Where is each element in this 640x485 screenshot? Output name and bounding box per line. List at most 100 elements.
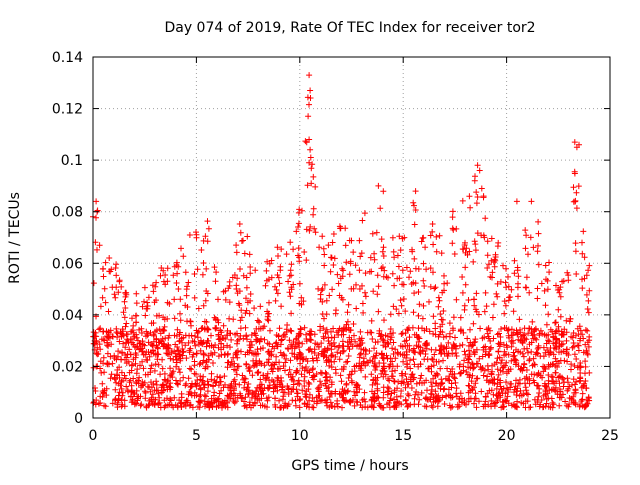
data-point <box>371 390 378 397</box>
data-point <box>487 378 494 385</box>
data-point <box>389 270 396 277</box>
data-point <box>229 274 236 281</box>
data-point <box>180 253 187 260</box>
data-point <box>241 250 248 257</box>
data-point <box>276 325 283 332</box>
data-point <box>119 349 125 356</box>
data-point <box>380 253 387 259</box>
data-point <box>287 327 294 334</box>
data-point <box>504 327 511 334</box>
data-point <box>308 165 315 172</box>
data-point <box>500 364 507 371</box>
data-point <box>247 264 254 270</box>
data-point <box>318 340 325 347</box>
data-point <box>495 371 502 378</box>
data-point <box>415 325 422 332</box>
data-point <box>490 391 497 398</box>
data-point <box>528 339 535 346</box>
data-point <box>444 280 451 287</box>
data-point <box>503 284 510 291</box>
data-point <box>459 289 466 296</box>
data-point <box>194 334 201 341</box>
data-point <box>410 345 417 352</box>
data-point <box>545 372 552 378</box>
data-point <box>464 251 471 258</box>
data-point <box>574 325 581 332</box>
data-point <box>101 369 108 376</box>
data-point <box>118 403 125 410</box>
data-point <box>344 339 351 346</box>
data-point <box>393 404 400 410</box>
data-point <box>372 380 379 387</box>
data-point <box>234 330 240 337</box>
data-point <box>279 383 286 390</box>
data-point <box>459 274 466 280</box>
data-point <box>104 339 110 346</box>
data-point <box>404 391 411 397</box>
data-point <box>390 339 397 346</box>
data-point <box>472 241 479 248</box>
data-point <box>302 138 309 145</box>
data-point <box>115 380 122 387</box>
data-point <box>499 357 505 364</box>
data-point <box>216 390 223 397</box>
data-point <box>518 392 525 399</box>
data-point <box>200 351 207 358</box>
data-point <box>167 365 174 372</box>
data-point <box>461 400 468 407</box>
data-point <box>94 351 101 358</box>
data-point <box>485 333 492 340</box>
data-point <box>514 267 521 274</box>
data-point <box>437 311 444 317</box>
data-point <box>530 335 537 342</box>
data-point <box>220 322 227 329</box>
data-point <box>202 297 209 304</box>
data-point <box>233 282 240 289</box>
data-point <box>392 367 398 374</box>
data-point <box>115 397 122 404</box>
data-point <box>182 302 189 309</box>
data-point <box>244 336 250 343</box>
data-point <box>186 349 193 356</box>
data-point <box>182 332 189 339</box>
data-point <box>396 233 403 240</box>
data-point <box>310 211 317 218</box>
data-point <box>380 244 387 251</box>
data-point <box>177 296 184 303</box>
data-point <box>449 240 456 247</box>
data-point <box>399 370 406 377</box>
data-point <box>484 373 491 380</box>
data-point <box>514 284 521 291</box>
data-point <box>412 265 419 272</box>
data-point <box>528 348 535 355</box>
data-point <box>311 331 318 338</box>
data-point <box>353 398 360 405</box>
data-point <box>114 367 121 373</box>
data-point <box>387 326 394 332</box>
data-point <box>104 360 111 367</box>
data-point <box>420 277 427 284</box>
data-point <box>560 278 567 284</box>
data-point <box>217 374 224 381</box>
data-point <box>296 397 303 404</box>
data-point <box>545 311 552 318</box>
data-point <box>553 282 559 289</box>
data-point <box>290 246 297 253</box>
data-point <box>134 397 141 404</box>
data-point <box>473 189 480 196</box>
data-point <box>461 357 468 364</box>
data-point <box>439 316 446 323</box>
data-point <box>443 333 450 340</box>
data-point <box>502 279 509 286</box>
data-point <box>542 302 549 309</box>
data-point <box>142 389 149 396</box>
data-point <box>371 256 378 263</box>
data-point <box>307 95 314 101</box>
data-point <box>183 380 190 387</box>
data-point <box>540 363 547 370</box>
data-point <box>307 146 314 153</box>
data-point <box>370 376 377 383</box>
data-point <box>489 314 496 321</box>
data-point <box>93 397 100 404</box>
data-point <box>530 377 537 384</box>
